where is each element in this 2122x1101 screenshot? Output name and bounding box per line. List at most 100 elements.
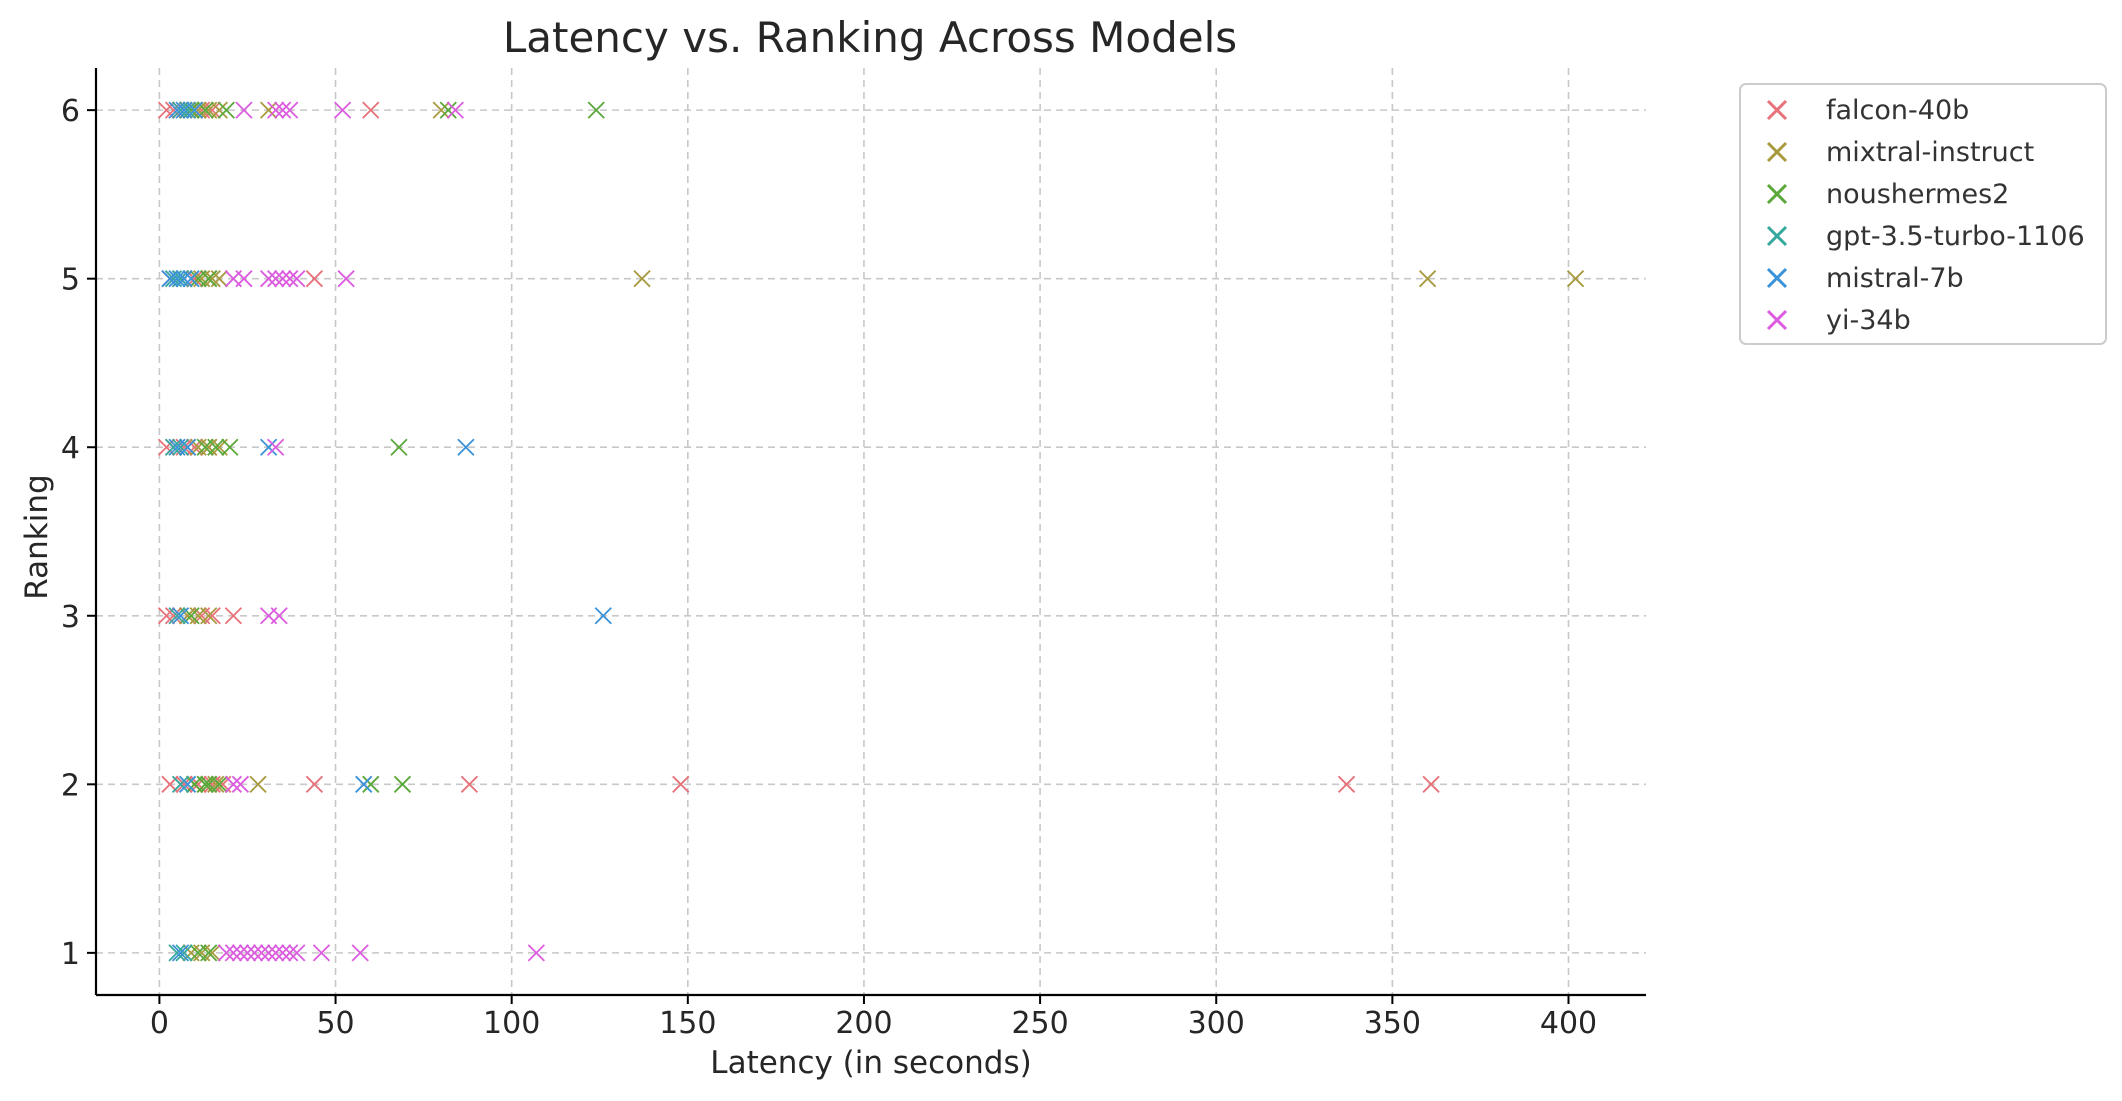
data-point-marker <box>259 438 278 456</box>
data-point-marker <box>351 944 369 962</box>
y-tick-label: 6 <box>61 94 80 129</box>
x-tick-label: 0 <box>150 1006 169 1041</box>
data-point-marker <box>221 438 239 456</box>
data-point-marker <box>164 607 183 625</box>
data-point-marker <box>281 101 299 119</box>
x-tick-label: 400 <box>1540 1006 1597 1041</box>
legend-label: mixtral-instruct <box>1826 137 2034 168</box>
x-tick-label: 50 <box>316 1006 354 1041</box>
x-tick-label: 150 <box>659 1006 716 1041</box>
legend-marker <box>1766 267 1788 289</box>
x-axis-ticks: 0 50 100 150 200 250 300 350 400 <box>150 995 1597 1041</box>
data-point-marker <box>203 607 221 625</box>
data-point-marker <box>200 607 218 625</box>
grid-lines <box>96 68 1646 995</box>
data-point-marker <box>168 270 186 288</box>
data-point-marker <box>235 101 253 119</box>
data-point-marker <box>203 101 221 119</box>
data-point-marker <box>446 101 464 119</box>
axes-spines <box>94 68 1646 997</box>
data-point-marker <box>200 944 218 962</box>
data-point-marker <box>267 944 285 962</box>
data-point-marker <box>238 944 257 962</box>
y-tick-label: 3 <box>61 600 80 635</box>
data-point-marker <box>457 438 475 456</box>
data-point-marker <box>210 101 228 119</box>
y-tick-label: 4 <box>61 431 80 466</box>
legend-marker <box>1766 225 1788 247</box>
x-tick-label: 250 <box>1011 1006 1068 1041</box>
data-point-marker <box>235 270 253 288</box>
data-point-marker <box>288 944 306 962</box>
legend-label: yi-34b <box>1826 305 1911 336</box>
data-point-marker <box>171 607 190 625</box>
data-point-marker <box>527 944 545 962</box>
data-point-marker <box>203 944 221 962</box>
data-point-marker <box>259 270 278 288</box>
data-point-marker <box>633 270 651 288</box>
data-point-marker <box>164 438 183 456</box>
data-point-marker <box>196 775 214 793</box>
data-point-marker <box>672 775 690 793</box>
series-yi-34b <box>217 101 545 962</box>
data-point-marker <box>460 775 479 793</box>
data-point-marker <box>432 101 450 119</box>
data-point-marker <box>182 270 200 288</box>
legend-label: mistral-7b <box>1826 263 1964 294</box>
data-point-marker <box>1418 270 1437 288</box>
data-point-marker <box>1422 775 1440 793</box>
data-point-marker <box>171 944 190 962</box>
legend-marker <box>1766 183 1788 205</box>
x-axis-label: Latency (in seconds) <box>710 1045 1031 1081</box>
legend-label: noushermes2 <box>1826 179 2009 210</box>
data-point-marker <box>245 944 264 962</box>
data-point-marker <box>217 944 235 962</box>
data-point-marker <box>168 101 186 119</box>
data-point-marker <box>1566 270 1585 288</box>
data-point-marker <box>168 944 186 962</box>
data-point-marker <box>249 775 267 793</box>
x-tick-label: 300 <box>1188 1006 1245 1041</box>
legend-label: gpt-3.5-turbo-1106 <box>1826 221 2085 252</box>
data-point-marker <box>587 101 605 119</box>
data-point-marker <box>362 101 380 119</box>
data-point-marker <box>171 775 190 793</box>
data-point-marker <box>224 607 243 625</box>
data-point-marker <box>390 438 408 456</box>
data-point-marker <box>224 944 243 962</box>
data-point-marker <box>231 944 250 962</box>
x-tick-label: 350 <box>1364 1006 1421 1041</box>
data-point-marker <box>270 607 288 625</box>
data-point-marker <box>305 270 324 288</box>
data-point-marker <box>178 775 197 793</box>
data-point-marker <box>312 944 331 962</box>
data-point-marker <box>274 944 292 962</box>
data-point-marker <box>171 101 190 119</box>
chart-title: Latency vs. Ranking Across Models <box>503 13 1237 62</box>
data-point-marker <box>362 775 380 793</box>
data-point-marker <box>203 270 221 288</box>
data-point-marker <box>168 607 186 625</box>
series-gpt-3.5-turbo-1106 <box>164 101 197 962</box>
legend-marker <box>1766 141 1788 163</box>
data-point-marker <box>210 775 228 793</box>
data-point-marker <box>171 438 190 456</box>
series-mistral-7b <box>161 101 612 962</box>
series-mixtral-instruct <box>178 101 1585 962</box>
y-axis-label: Ranking <box>19 474 55 599</box>
legend-marker <box>1766 99 1788 121</box>
legend-label: falcon-40b <box>1826 95 1969 126</box>
data-points <box>157 101 1585 962</box>
data-point-marker <box>393 775 412 793</box>
data-point-marker <box>207 438 225 456</box>
y-tick-label: 5 <box>61 263 80 298</box>
data-point-marker <box>274 270 292 288</box>
x-tick-label: 100 <box>483 1006 540 1041</box>
data-point-marker <box>337 270 355 288</box>
data-point-marker <box>252 944 271 962</box>
data-point-marker <box>267 101 285 119</box>
data-point-marker <box>175 944 193 962</box>
data-point-marker <box>274 101 292 119</box>
data-point-marker <box>281 270 299 288</box>
